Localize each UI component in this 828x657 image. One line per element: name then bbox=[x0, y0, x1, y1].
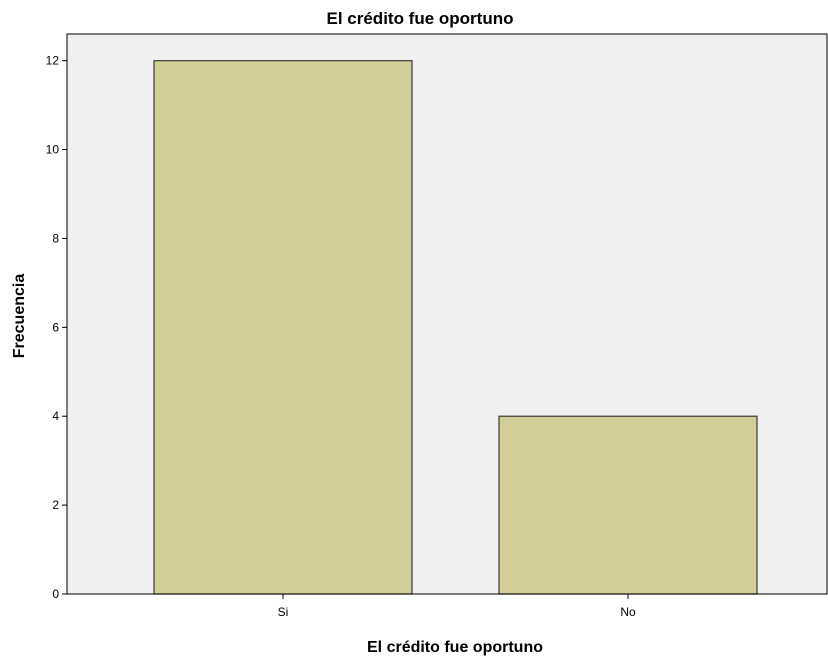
bar-no bbox=[498, 415, 758, 595]
y-tick-label: 4 bbox=[52, 409, 59, 423]
y-ticks: 0 2 4 6 8 10 12 bbox=[46, 54, 67, 601]
bars-layer bbox=[153, 60, 758, 595]
x-tick-label: Si bbox=[278, 605, 289, 619]
y-tick-label: 8 bbox=[52, 231, 59, 245]
x-ticks: Si No bbox=[278, 594, 636, 619]
y-tick-label: 0 bbox=[52, 587, 59, 601]
x-tick-label: No bbox=[620, 605, 636, 619]
y-tick-label: 12 bbox=[46, 54, 60, 68]
y-tick-label: 6 bbox=[52, 320, 59, 334]
y-axis-title: Frecuencia bbox=[11, 274, 28, 359]
chart-title: El crédito fue oportuno bbox=[327, 9, 514, 28]
y-tick-label: 2 bbox=[52, 498, 59, 512]
y-tick-label: 10 bbox=[46, 143, 60, 157]
x-axis-title: El crédito fue oportuno bbox=[367, 639, 543, 656]
bar-si bbox=[153, 60, 413, 595]
